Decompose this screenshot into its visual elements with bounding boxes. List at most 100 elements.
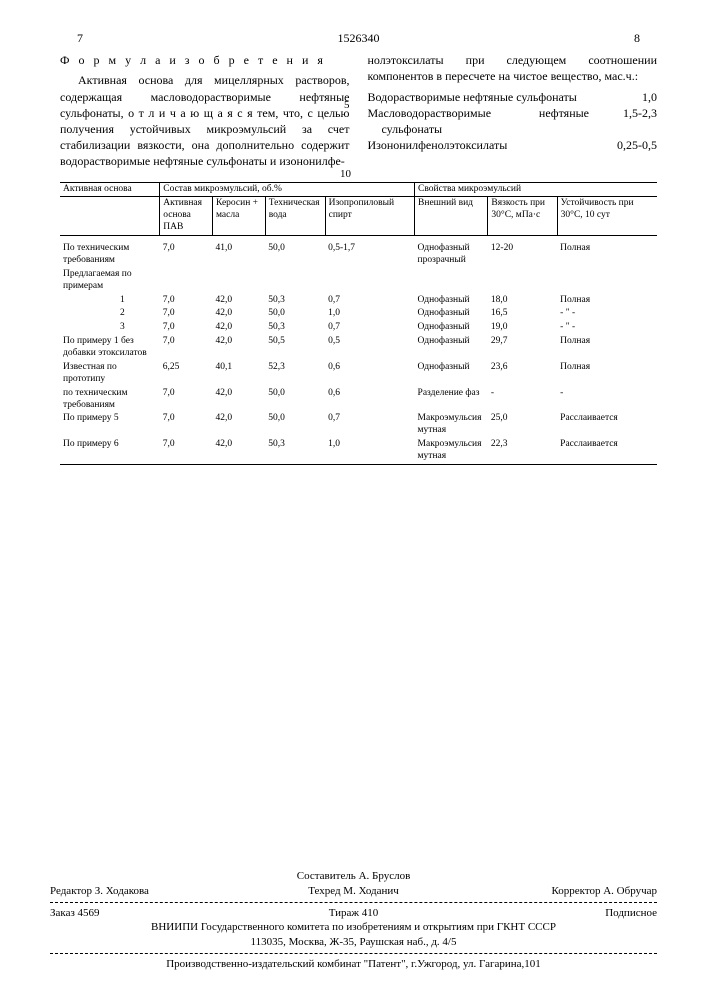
table-row: 17,042,050,30,7Однофазный18,0Полная <box>60 294 657 308</box>
cell: - " - <box>557 307 657 321</box>
ratio-list: Водорастворимые нефтяные сульфонаты 1,0 … <box>368 89 658 154</box>
cell <box>160 268 213 294</box>
cell: Макроэмульсия мутная <box>415 438 488 464</box>
two-column-body: Ф о р м у л а и з о б р е т е н и я Акти… <box>60 52 657 169</box>
cell <box>488 268 557 294</box>
cell: Полная <box>557 335 657 361</box>
cell <box>415 268 488 294</box>
cell: 50,5 <box>265 335 325 361</box>
page-left-num: 7 <box>60 30 100 46</box>
addr-line: 113035, Москва, Ж-35, Раушская наб., д. … <box>50 935 657 950</box>
row-label: Известная по прототипу <box>60 361 160 387</box>
ratio-row: Водорастворимые нефтяные сульфонаты 1,0 <box>368 89 658 105</box>
cell: - <box>557 387 657 413</box>
table-row: По примеру 1 без добавки этоксилатов7,04… <box>60 335 657 361</box>
cell: Макроэмульсия мутная <box>415 412 488 438</box>
cell: 19,0 <box>488 321 557 335</box>
cell: Однофазный <box>415 294 488 308</box>
cell <box>212 268 265 294</box>
cell: 0,5-1,7 <box>325 242 399 268</box>
subscription: Подписное <box>457 906 657 921</box>
ratio-value: 1,5-2,3 <box>589 105 657 137</box>
cell: 7,0 <box>160 294 213 308</box>
right-para: нолэтоксилаты при следующем соотношении … <box>368 52 658 84</box>
cell: Однофазный <box>415 321 488 335</box>
page-right-num: 8 <box>617 30 657 46</box>
cell <box>265 268 325 294</box>
cell: Полная <box>557 361 657 387</box>
row-label: По техническим требованиям <box>60 242 160 268</box>
row-label: 3 <box>60 321 160 335</box>
cell: Полная <box>557 242 657 268</box>
cell: Расслаивается <box>557 438 657 464</box>
cell: 7,0 <box>160 321 213 335</box>
cell: 7,0 <box>160 335 213 361</box>
cell: 42,0 <box>212 438 265 464</box>
table-row: по техническим требованиям7,042,050,00,6… <box>60 387 657 413</box>
ratio-label: Водорастворимые нефтяные сульфонаты <box>368 89 590 105</box>
cell: 1,0 <box>325 307 399 321</box>
patent-number: 1526340 <box>100 30 617 46</box>
editor: Редактор З. Ходакова <box>50 884 250 899</box>
th-c4: Изопропиловый спирт <box>325 197 399 236</box>
cell: 41,0 <box>212 242 265 268</box>
th-c6: Вязкость при 30°С, мПа·с <box>488 197 557 236</box>
data-table-wrap: Активная основа Состав микроэмульсий, об… <box>60 182 657 467</box>
composer: Составитель А. Бруслов <box>50 869 657 884</box>
cell: 7,0 <box>160 307 213 321</box>
cell: - " - <box>557 321 657 335</box>
tirazh: Тираж 410 <box>250 906 456 921</box>
cell: 42,0 <box>212 307 265 321</box>
cell: 0,6 <box>325 387 399 413</box>
cell: 50,3 <box>265 294 325 308</box>
cell: 40,1 <box>212 361 265 387</box>
table-row: Известная по прототипу6,2540,152,30,6Одн… <box>60 361 657 387</box>
printer-line: Производственно-издательский комбинат "П… <box>50 957 657 972</box>
cell: 0,6 <box>325 361 399 387</box>
ratio-value: 1,0 <box>589 89 657 105</box>
table-row: 37,042,050,30,7Однофазный19,0- " - <box>60 321 657 335</box>
cell: 29,7 <box>488 335 557 361</box>
th-c1: Активная основа ПАВ <box>160 197 213 236</box>
line-number-10: 10 <box>340 167 351 182</box>
cell <box>557 268 657 294</box>
cell: 25,0 <box>488 412 557 438</box>
cell: 7,0 <box>160 438 213 464</box>
cell: Разделение фаз <box>415 387 488 413</box>
table-row: 27,042,050,01,0Однофазный16,5- " - <box>60 307 657 321</box>
cell: 12-20 <box>488 242 557 268</box>
cell: 42,0 <box>212 387 265 413</box>
line-number-5: 5 <box>344 98 350 113</box>
th-c2: Керосин + масла <box>212 197 265 236</box>
footer: Составитель А. Бруслов Редактор З. Ходак… <box>50 869 657 972</box>
left-column: Ф о р м у л а и з о б р е т е н и я Акти… <box>60 52 350 169</box>
cell <box>325 268 399 294</box>
table-row: По примеру 57,042,050,00,7Макроэмульсия … <box>60 412 657 438</box>
th-group-left: Активная основа <box>60 182 160 197</box>
table-row: По примеру 67,042,050,31,0Макроэмульсия … <box>60 438 657 464</box>
cell: 42,0 <box>212 321 265 335</box>
row-label: По примеру 5 <box>60 412 160 438</box>
th-group-right: Свойства микроэмульсий <box>415 182 657 197</box>
row-label: Предлагаемая по примерам <box>60 268 160 294</box>
techred: Техред М. Ходанич <box>250 884 456 899</box>
order: Заказ 4569 <box>50 906 250 921</box>
cell: 0,7 <box>325 412 399 438</box>
cell: 50,0 <box>265 307 325 321</box>
ratio-row: Изононилфенолэтоксилаты 0,25-0,5 <box>368 137 658 153</box>
row-label: По примеру 1 без добавки этоксилатов <box>60 335 160 361</box>
th-group-mid: Состав микроэмульсий, об.% <box>160 182 400 197</box>
cell: Однофазный прозрачный <box>415 242 488 268</box>
ratio-label: Масловодорастворимые нефтяные сульфонаты <box>368 105 590 137</box>
cell: 42,0 <box>212 335 265 361</box>
row-label: 1 <box>60 294 160 308</box>
org-line: ВНИИПИ Государственного комитета по изоб… <box>50 920 657 935</box>
th-c5: Внешний вид <box>415 197 488 236</box>
row-label: по техническим требованиям <box>60 387 160 413</box>
cell: 7,0 <box>160 387 213 413</box>
ratio-row: Масловодорастворимые нефтяные сульфонаты… <box>368 105 658 137</box>
row-label: По примеру 6 <box>60 438 160 464</box>
formula-heading: Ф о р м у л а и з о б р е т е н и я <box>60 52 350 68</box>
cell: 1,0 <box>325 438 399 464</box>
cell: Расслаивается <box>557 412 657 438</box>
